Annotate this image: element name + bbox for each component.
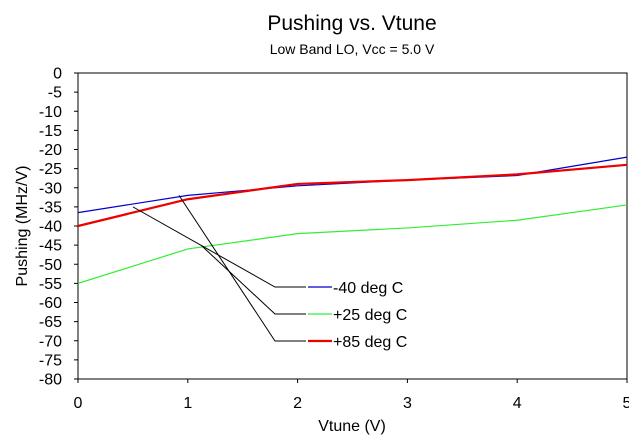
plot-area: 0 -5 -10 -15 -20 -25 -30 -35 -40 -45 -50 -55 -60 -65 -… — [39, 66, 629, 413]
y-axis-label: Pushing (MHz/V) — [14, 166, 31, 287]
y-tick-label: -50 — [39, 257, 62, 274]
x-tick-label: 4 — [513, 395, 522, 412]
series-line-3 — [77, 163, 628, 228]
series-line-1 — [77, 156, 628, 214]
y-tick-label: -75 — [39, 352, 62, 369]
x-tick-label: 5 — [623, 395, 629, 412]
chart-title: Pushing vs. Vtune — [267, 12, 436, 35]
y-tick-label: -70 — [39, 333, 62, 350]
y-tick-label: -30 — [39, 180, 62, 197]
x-axis-label: Vtune (V) — [318, 418, 386, 435]
y-tick-label: -65 — [39, 314, 62, 331]
y-tick-label: -5 — [48, 85, 62, 102]
x-tick-label: 3 — [403, 395, 412, 412]
legend-label: +25 deg C — [333, 307, 407, 324]
y-tick-label: -35 — [39, 199, 62, 216]
legend-label: +85 deg C — [333, 334, 407, 351]
leader-line — [132, 206, 306, 288]
y-tick-label: -80 — [39, 372, 62, 389]
y-tick-label: 0 — [53, 66, 62, 83]
x-tick-label: 0 — [74, 395, 83, 412]
x-tick-label: 1 — [183, 395, 192, 412]
y-tick-label: -20 — [39, 142, 62, 159]
y-tick-label: -25 — [39, 161, 62, 178]
y-tick-label: -60 — [39, 295, 62, 312]
y-tick-label: -15 — [39, 123, 62, 140]
x-tick-label: 2 — [293, 395, 302, 412]
y-tick-label: -55 — [39, 276, 62, 293]
leader-line — [200, 244, 306, 315]
legend-label: -40 deg C — [333, 280, 403, 297]
legend: -40 deg C +25 deg C +85 deg C — [132, 195, 407, 351]
y-tick-label: -40 — [39, 219, 62, 236]
y-tick-label: -45 — [39, 238, 62, 255]
series-line-2 — [77, 204, 628, 284]
leader-line — [178, 195, 306, 342]
chart-subtitle: Low Band LO, Vcc = 5.0 V — [270, 41, 435, 57]
y-tick-label: -10 — [39, 104, 62, 121]
